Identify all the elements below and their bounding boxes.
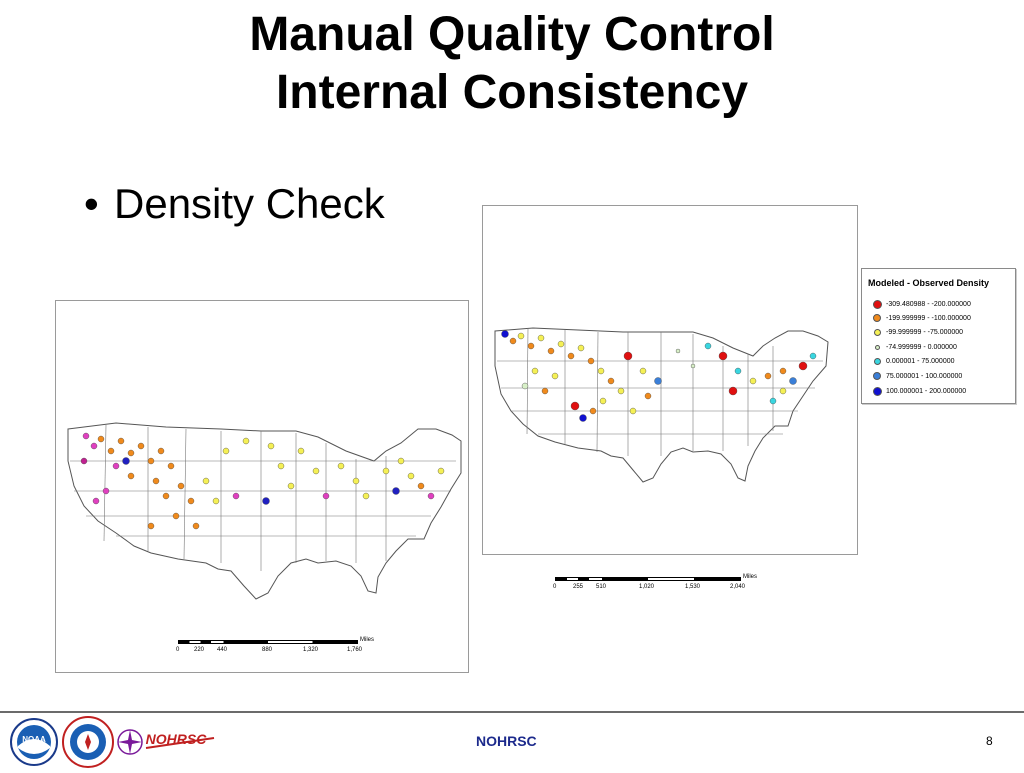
noaa-logo-text: NOAA bbox=[22, 735, 46, 744]
slide-title: Manual Quality Control Internal Consiste… bbox=[0, 6, 1024, 122]
legend-title: Modeled - Observed Density bbox=[868, 278, 990, 288]
right-map-image bbox=[482, 205, 858, 555]
legend-label: -74.999999 - 0.000000 bbox=[886, 343, 957, 351]
legend-swatch bbox=[873, 314, 881, 322]
left-scale-tick: 1,320 bbox=[303, 647, 319, 653]
left-scale-unit: Miles bbox=[360, 637, 375, 643]
right-scale-tick: 1,530 bbox=[685, 584, 701, 590]
legend-item: -74.999999 - 0.000000 bbox=[868, 341, 957, 353]
bullet-marker: • bbox=[84, 180, 99, 227]
legend-item: -199.999999 - -100.000000 bbox=[868, 312, 971, 324]
right-scale-tick: 0 bbox=[553, 584, 557, 590]
page-number: 8 bbox=[986, 734, 993, 748]
left-scale-tick: 1,760 bbox=[347, 647, 363, 653]
title-line-1: Manual Quality Control bbox=[249, 8, 775, 61]
left-us-map bbox=[67, 422, 462, 600]
nohrsc-logo-text: NOHRSC bbox=[146, 731, 208, 747]
left-map-points bbox=[80, 432, 445, 530]
legend-label: -99.999999 - -75.000000 bbox=[886, 328, 964, 336]
right-scale-tick: 510 bbox=[596, 584, 607, 590]
left-scale-tick: 220 bbox=[194, 647, 205, 653]
right-scale-tick: 2,040 bbox=[730, 584, 746, 590]
right-us-map bbox=[494, 327, 829, 483]
right-scale-bar: Miles 0 255 510 1,020 1,530 2,040 bbox=[553, 574, 775, 597]
legend-label: 75.000001 - 100.000000 bbox=[886, 372, 963, 380]
legend-label: -309.480988 - -200.000000 bbox=[886, 300, 971, 308]
legend-swatch bbox=[873, 357, 881, 365]
nws-logo bbox=[62, 716, 114, 768]
legend-swatch bbox=[872, 299, 882, 309]
right-map-points bbox=[501, 330, 817, 422]
legend-label: 100.000001 - 200.000000 bbox=[886, 387, 967, 395]
legend-label: 0.000001 - 75.000000 bbox=[886, 357, 955, 365]
nohrsc-logo: NOHRSC bbox=[116, 720, 216, 764]
left-scale-tick: 0 bbox=[176, 647, 180, 653]
legend-swatch bbox=[872, 386, 882, 396]
bullet-item: • Density Check bbox=[84, 180, 385, 228]
right-scale-tick: 255 bbox=[573, 584, 584, 590]
legend-label: -199.999999 - -100.000000 bbox=[886, 314, 971, 322]
left-scale-tick: 880 bbox=[262, 647, 273, 653]
footer-org: NOHRSC bbox=[476, 733, 537, 749]
legend-item: 100.000001 - 200.000000 bbox=[868, 385, 966, 397]
legend-item: -309.480988 - -200.000000 bbox=[868, 298, 971, 310]
right-scale-unit: Miles bbox=[743, 574, 758, 580]
legend-item: -99.999999 - -75.000000 bbox=[868, 326, 963, 338]
noaa-logo: NOAA bbox=[10, 718, 58, 766]
legend-item: 75.000001 - 100.000000 bbox=[868, 370, 962, 382]
bullet-text: Density Check bbox=[114, 180, 385, 227]
legend-swatch bbox=[873, 372, 881, 380]
right-scale-tick: 1,020 bbox=[639, 584, 655, 590]
legend-swatch bbox=[873, 328, 881, 336]
legend-item: 0.000001 - 75.000000 bbox=[868, 355, 955, 367]
footer-divider bbox=[0, 711, 1024, 713]
left-scale-bar: Miles 0 220 440 880 1,320 1,760 bbox=[176, 637, 398, 660]
map-legend: Modeled - Observed Density -309.480988 -… bbox=[861, 268, 1016, 404]
left-map-image bbox=[55, 300, 469, 673]
left-scale-tick: 440 bbox=[217, 647, 228, 653]
legend-swatch bbox=[874, 344, 880, 350]
title-line-2: Internal Consistency bbox=[275, 66, 749, 119]
